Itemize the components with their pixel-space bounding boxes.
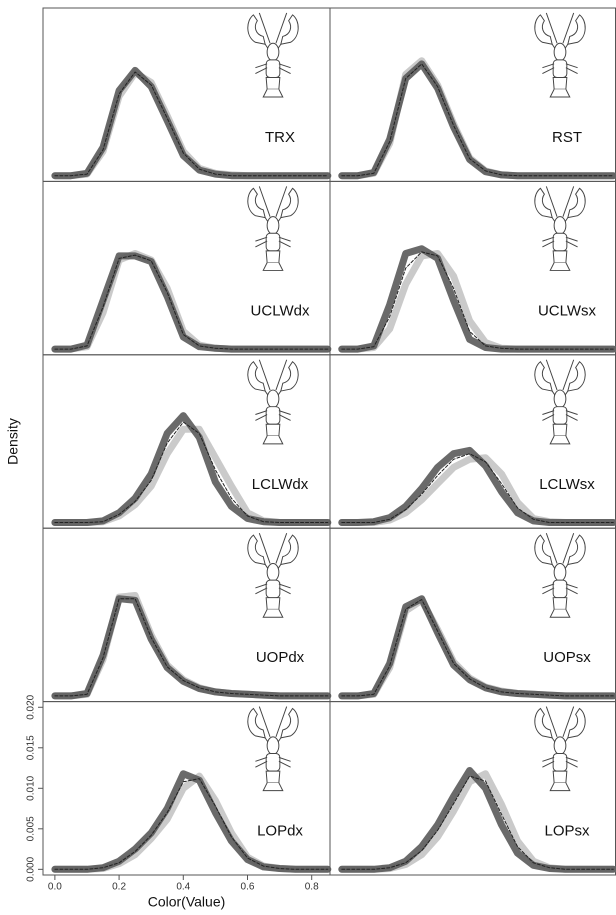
lobster-icon [535, 186, 585, 270]
lobster-icon [535, 360, 585, 444]
panel-label: LOPsx [544, 823, 590, 840]
page: TRX RST UCLWdx UCLWsx LCLWdx LCLWsx UOPdx UOPsx… [0, 0, 616, 915]
panel-frame [330, 355, 616, 528]
x-tick-label: 0.0 [48, 882, 62, 893]
y-tick-label: 0.020 [26, 694, 37, 719]
y-axis-label: Density [5, 418, 21, 465]
panel: UCLWsx [330, 181, 616, 354]
density-band [55, 70, 328, 175]
panel: LCLWsx [330, 355, 616, 528]
panel-label: RST [552, 129, 582, 146]
y-tick-label: 0.005 [26, 816, 37, 841]
lobster-icon [248, 533, 298, 617]
lobster-icon [248, 13, 298, 97]
mean-line [55, 422, 328, 522]
panel: UOPdx [43, 528, 330, 701]
density-band [55, 599, 328, 696]
lobster-icon [248, 360, 298, 444]
panel: LCLWdx [43, 355, 330, 528]
panel: LOPsx [330, 702, 616, 875]
panel-frame [330, 528, 616, 701]
density-band [342, 771, 614, 870]
density-band [342, 64, 614, 176]
panel-label: LOPdx [257, 823, 303, 840]
y-tick-label: 0.015 [26, 735, 37, 760]
panel-label: UOPsx [543, 649, 591, 666]
panels: TRX RST UCLWdx UCLWsx LCLWdx LCLWsx UOPdx UOPsx… [5, 8, 616, 910]
lobster-icon [535, 13, 585, 97]
density-band [342, 599, 614, 696]
density-band [342, 254, 614, 350]
x-axis-label: Color(Value) [148, 894, 226, 910]
x-tick-label: 0.4 [176, 882, 190, 893]
density-band [55, 416, 328, 523]
density-band [342, 774, 614, 870]
lobster-icon [535, 533, 585, 617]
figure: TRX RST UCLWdx UCLWsx LCLWdx LCLWsx UOPdx UOPsx… [0, 0, 616, 915]
lobster-icon [248, 707, 298, 791]
panel-frame [330, 702, 616, 875]
lobster-icon [248, 186, 298, 270]
lobster-icon [535, 707, 585, 791]
panel-label: LCLWdx [252, 476, 309, 493]
y-tick-label: 0.010 [26, 775, 37, 800]
x-tick-label: 0.2 [112, 882, 126, 893]
panel: UCLWdx [43, 181, 330, 354]
density-band [55, 774, 328, 870]
panel-label: TRX [265, 129, 295, 146]
panel-label: LCLWsx [539, 476, 595, 493]
x-tick-label: 0.8 [305, 882, 319, 893]
panel: RST [330, 8, 616, 181]
panel-frame [330, 8, 616, 181]
panel-label: UOPdx [256, 649, 305, 666]
x-tick-label: 0.6 [241, 882, 255, 893]
panel-label: UCLWdx [251, 302, 310, 319]
panel: UOPsx [330, 528, 616, 701]
panel-label: UCLWsx [538, 302, 597, 319]
panel: TRX [43, 8, 330, 181]
density-band [55, 254, 328, 350]
y-tick-label: 0.000 [26, 856, 37, 881]
